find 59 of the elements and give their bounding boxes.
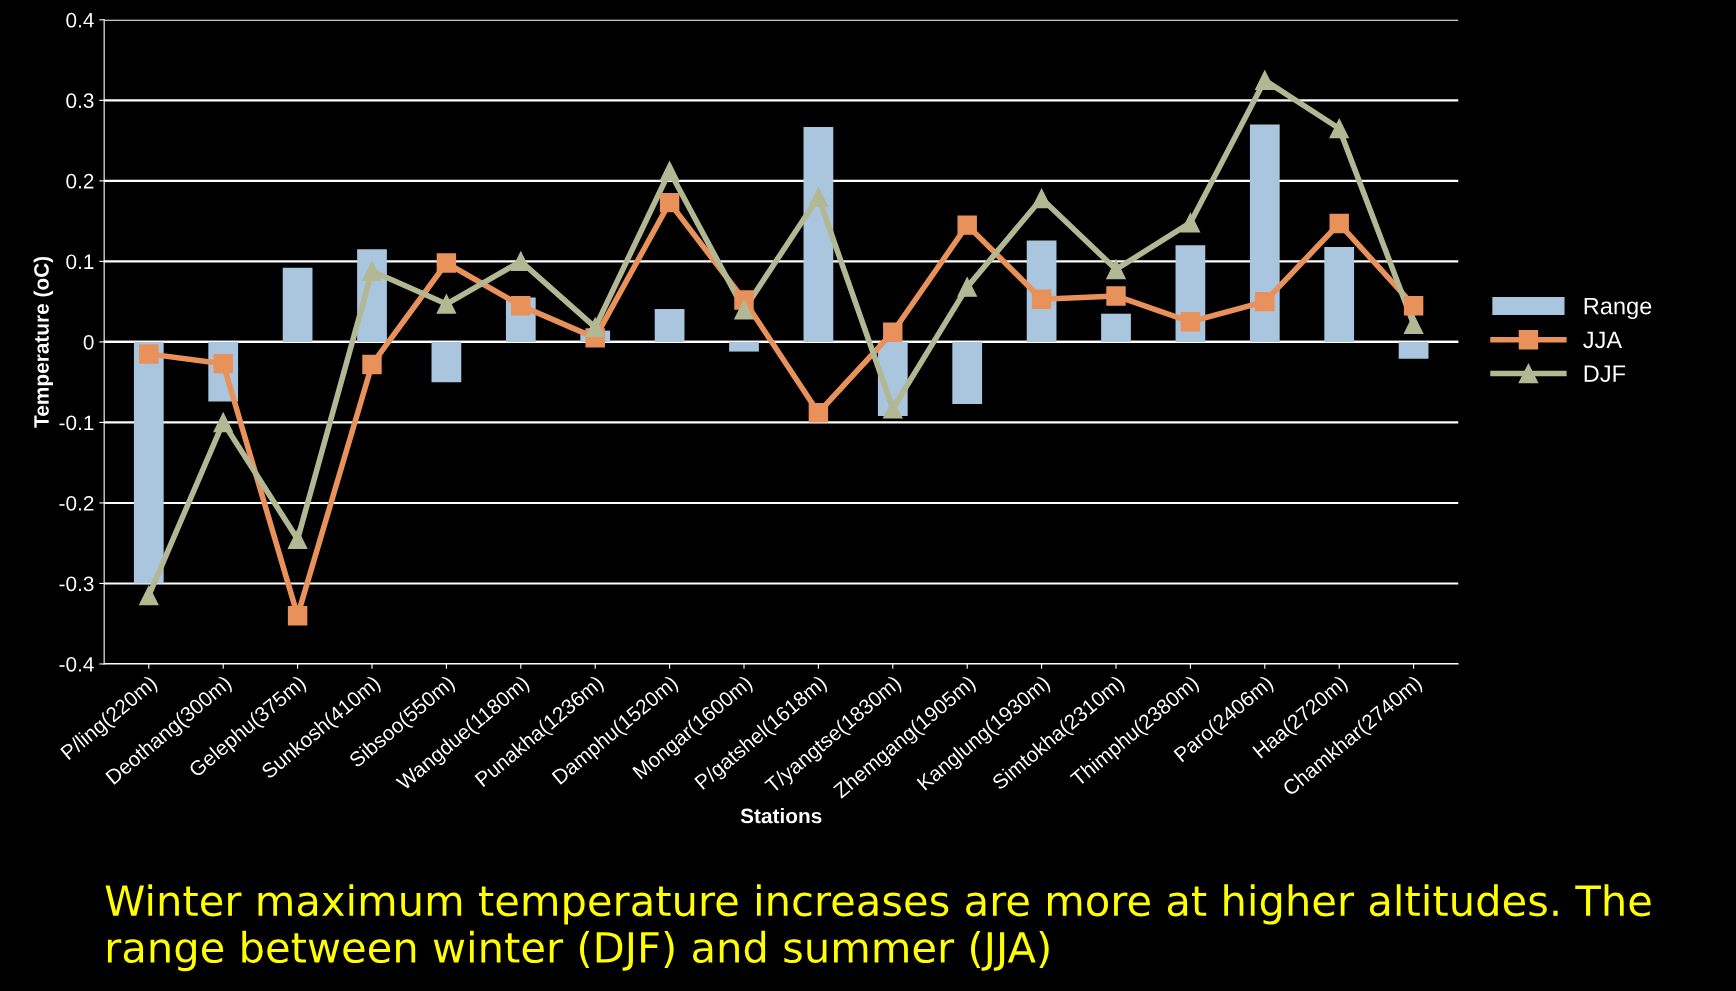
point [287, 529, 308, 549]
bar [803, 126, 834, 342]
point [1329, 118, 1349, 139]
point [213, 412, 233, 433]
bar [1324, 246, 1355, 342]
point [808, 187, 829, 207]
y-tick-label: -0.3 [59, 576, 94, 592]
bar [952, 341, 983, 404]
y-tick-label: -0.1 [59, 415, 94, 431]
point [436, 294, 457, 314]
point [1031, 188, 1052, 209]
y-tick-label: 0 [83, 334, 94, 350]
x-axis-title: Stations [740, 808, 822, 824]
text: Winter maximum temperature increases are more at higher altitudes. The range between winter (DJF) and summer (JJA) [105, 884, 1651, 972]
y-tick-label: 0.3 [66, 93, 94, 109]
legend-label: DJF [1584, 365, 1626, 383]
y-tick-label: -0.2 [59, 495, 94, 511]
point [1403, 295, 1424, 316]
point [1106, 259, 1126, 280]
bar [133, 341, 164, 584]
y-tick-label: 0.4 [66, 12, 94, 28]
point [883, 399, 903, 419]
point [139, 585, 159, 606]
y-axis-title: Temperature (oC) [33, 256, 53, 428]
legend-label: Range [1584, 297, 1652, 320]
point [362, 261, 382, 281]
y-tick-label: -0.4 [59, 656, 94, 672]
point [585, 317, 605, 338]
point [659, 161, 680, 181]
bar [1398, 341, 1429, 359]
y-tick-label: 0.2 [66, 173, 94, 189]
bar [1249, 124, 1280, 342]
bar [654, 308, 685, 342]
point [1329, 213, 1349, 234]
legend-label: JJA [1583, 331, 1623, 349]
bar [282, 267, 313, 342]
y-tick-label: 0.1 [66, 254, 94, 270]
point [957, 277, 977, 297]
point [659, 192, 680, 213]
point [1180, 213, 1201, 233]
point [1255, 70, 1275, 90]
point [362, 354, 382, 375]
point [883, 322, 903, 342]
point [957, 215, 977, 235]
point [1031, 289, 1052, 309]
point [734, 299, 754, 320]
point [139, 344, 159, 364]
point [287, 605, 308, 626]
bar [729, 341, 759, 352]
point [511, 295, 531, 316]
bar [1101, 313, 1131, 342]
point [1106, 286, 1126, 306]
point [1403, 314, 1424, 334]
point [511, 251, 531, 272]
point [808, 403, 829, 423]
bar [431, 341, 462, 383]
point [1180, 312, 1201, 332]
point [436, 253, 457, 273]
point [1255, 291, 1275, 312]
